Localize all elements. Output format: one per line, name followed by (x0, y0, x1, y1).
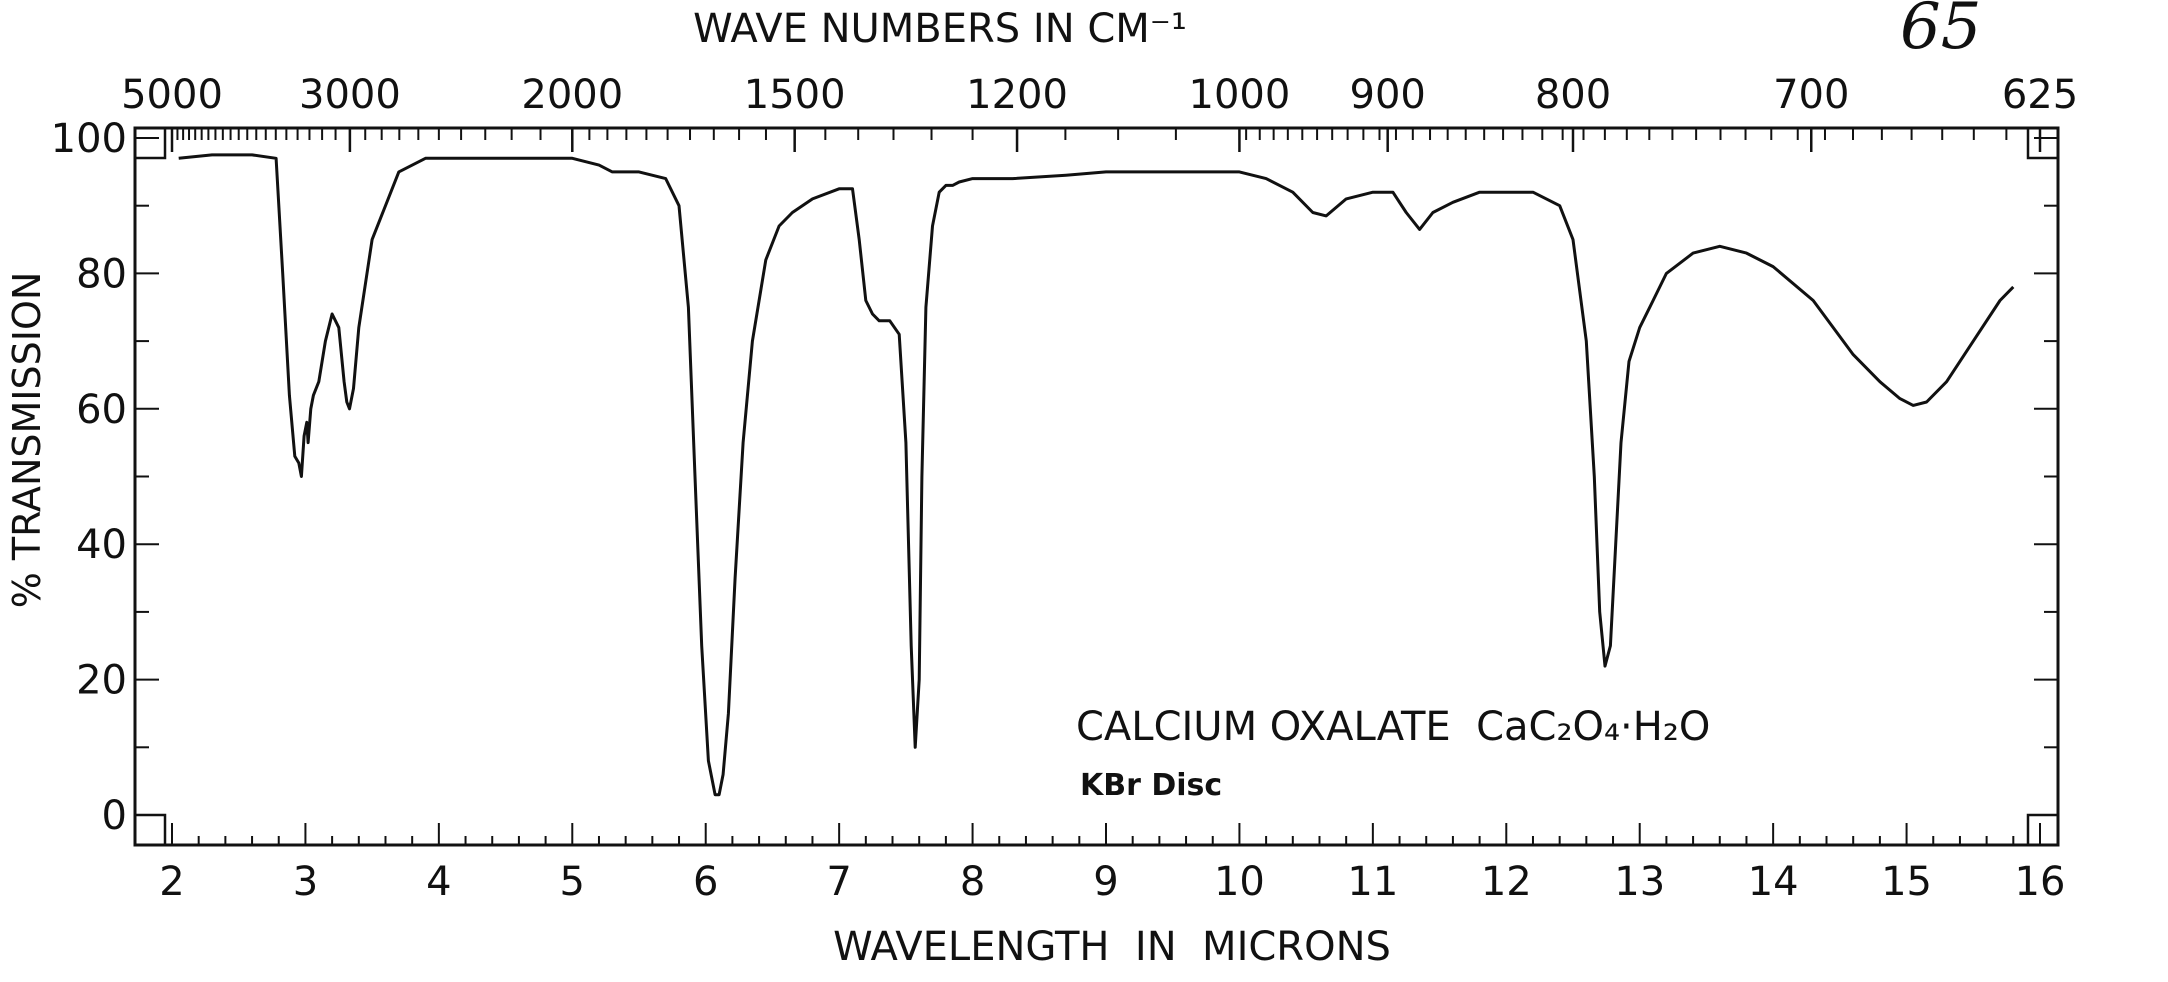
corner-box (133, 813, 167, 847)
x-tick-label: 16 (2015, 859, 2066, 905)
y-tick-label: 60 (76, 387, 127, 433)
y-axis-ticks: 0 20 40 60 80 100 (51, 116, 2058, 839)
top-tick-label: 700 (1773, 72, 1849, 118)
top-tick-label: 2000 (521, 72, 623, 118)
top-tick-label: 3000 (299, 72, 401, 118)
y-tick-label: 20 (76, 658, 127, 704)
top-tick-label: 5000 (121, 72, 223, 118)
x-tick-label: 4 (426, 859, 451, 905)
corner-box (2026, 126, 2060, 160)
x-tick-label: 6 (693, 859, 718, 905)
y-tick-label: 80 (76, 251, 127, 297)
top-tick-label: 900 (1350, 72, 1426, 118)
top-axis-title: WAVE NUMBERS IN CM⁻¹ (693, 6, 1187, 52)
x-tick-label: 8 (960, 859, 985, 905)
y-tick-label: 40 (76, 522, 127, 568)
corner-box (2026, 813, 2060, 847)
y-tick-label: 100 (51, 116, 127, 162)
x-tick-label: 3 (293, 859, 318, 905)
x-tick-label: 9 (1093, 859, 1118, 905)
x-tick-label: 11 (1347, 859, 1398, 905)
x-tick-label: 5 (560, 859, 585, 905)
y-axis-title: % TRANSMISSION (5, 272, 49, 609)
top-tick-label: 625 (2002, 72, 2078, 118)
x-tick-label: 2 (159, 859, 184, 905)
x-tick-label: 12 (1481, 859, 1532, 905)
top-tick-label: 800 (1535, 72, 1611, 118)
x-axis-title: WAVELENGTH IN MICRONS (833, 924, 1391, 970)
x-tick-label: 13 (1614, 859, 1665, 905)
annotation-compound: CALCIUM OXALATE CaC₂O₄·H₂O (1076, 704, 1710, 750)
x-tick-label: 14 (1748, 859, 1799, 905)
x-tick-label: 10 (1214, 859, 1265, 905)
page-number: 65 (1900, 0, 1981, 64)
bottom-axis-ticks: 2 3 4 5 6 7 8 9 10 11 12 13 14 15 16 (159, 823, 2065, 905)
spectrum-series (178, 153, 2015, 797)
top-tick-label: 1200 (966, 72, 1068, 118)
corner-box (133, 126, 167, 160)
plot-border (133, 126, 2060, 847)
top-tick-label: 1000 (1189, 72, 1291, 118)
spectrum-line (178, 153, 2015, 797)
top-axis-ticks: 5000 3000 2000 1500 1200 1000 900 800 700 625 (121, 72, 2078, 152)
top-tick-label: 1500 (744, 72, 846, 118)
x-tick-label: 15 (1881, 859, 1932, 905)
x-tick-label: 7 (826, 859, 851, 905)
annotation-kbr-disc: KBr Disc (1080, 768, 1222, 803)
y-tick-label: 0 (102, 793, 127, 839)
